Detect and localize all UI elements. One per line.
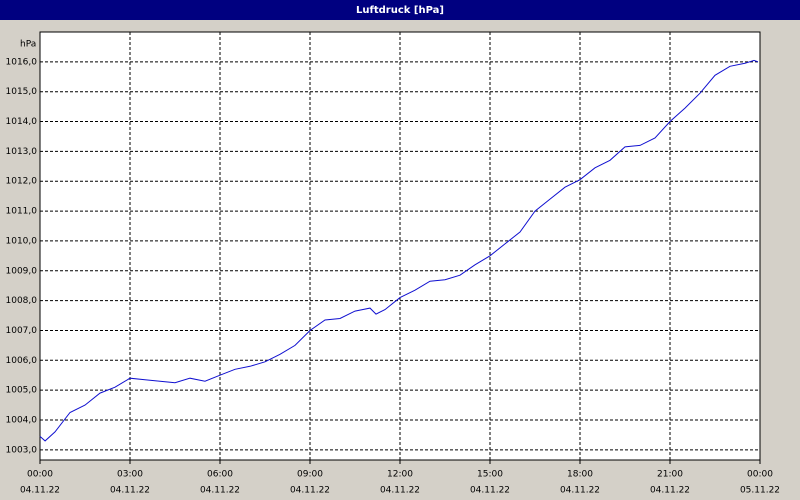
x-tick-date: 04.11.22 xyxy=(470,486,510,496)
plot-area xyxy=(39,31,761,461)
y-tick-label: 1013,0 xyxy=(6,147,38,157)
x-tick-label: 18:00 xyxy=(567,470,593,480)
data-line xyxy=(39,59,759,442)
y-tick-label: 1015,0 xyxy=(6,87,38,97)
y-tick-label: 1011,0 xyxy=(6,207,38,217)
x-tick-date: 04.11.22 xyxy=(110,486,150,496)
x-tick-date: 04.11.22 xyxy=(380,486,420,496)
y-tick-label: 1014,0 xyxy=(6,117,38,127)
y-tick-label: 1006,0 xyxy=(6,356,38,366)
y-tick-label: 1016,0 xyxy=(6,57,38,67)
x-tick-label: 12:00 xyxy=(387,470,413,480)
x-tick-label: 15:00 xyxy=(477,470,503,480)
y-tick-label: 1012,0 xyxy=(6,177,38,187)
x-tick-label: 06:00 xyxy=(207,470,233,480)
x-tick-label: 21:00 xyxy=(657,470,683,480)
title-bar xyxy=(0,0,800,20)
x-tick-date: 04.11.22 xyxy=(20,486,60,496)
y-axis-label: hPa xyxy=(20,40,36,50)
y-tick-label: 1008,0 xyxy=(6,296,38,306)
x-tick-label: 09:00 xyxy=(297,470,323,480)
y-tick-label: 1010,0 xyxy=(6,236,38,246)
x-tick-label: 03:00 xyxy=(117,470,143,480)
x-tick-date: 04.11.22 xyxy=(560,486,600,496)
y-tick-label: 1004,0 xyxy=(6,416,38,426)
y-tick-label: 1009,0 xyxy=(6,266,38,276)
x-tick-date: 04.11.22 xyxy=(200,486,240,496)
y-tick-label: 1003,0 xyxy=(6,445,38,455)
x-tick-label: 00:00 xyxy=(27,470,53,480)
y-tick-label: 1007,0 xyxy=(6,326,38,336)
x-tick-label: 00:00 xyxy=(747,470,773,480)
y-tick-label: 1005,0 xyxy=(6,386,38,396)
x-tick-date: 05.11.22 xyxy=(740,486,780,496)
x-tick-date: 04.11.22 xyxy=(650,486,690,496)
x-tick-date: 04.11.22 xyxy=(290,486,330,496)
chart-title: Luftdruck [hPa] xyxy=(356,5,444,16)
